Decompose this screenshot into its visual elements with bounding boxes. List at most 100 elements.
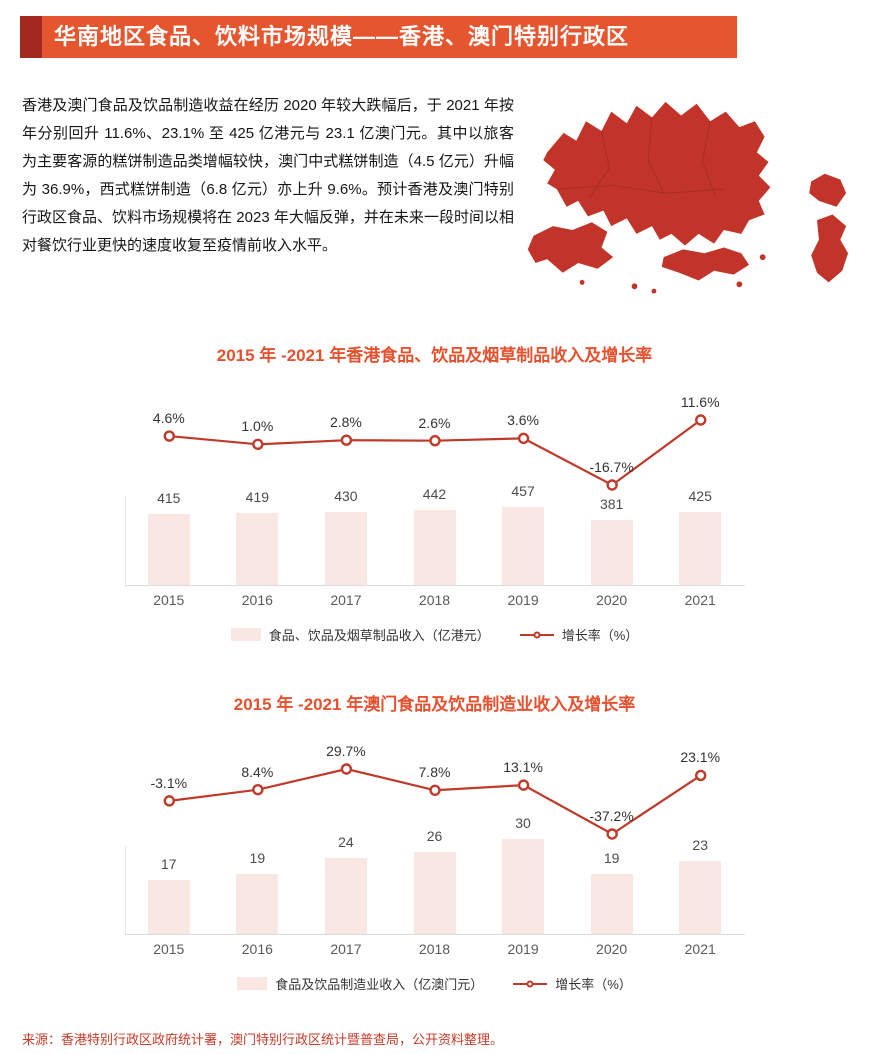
revenue-bar xyxy=(413,851,456,934)
bar-value-label: 30 xyxy=(515,815,531,831)
revenue-bar xyxy=(147,514,190,585)
header-accent-square xyxy=(20,16,42,58)
legend-bar-swatch xyxy=(237,977,268,990)
chart-title: 2015 年 -2021 年香港食品、饮品及烟草制品收入及增长率 xyxy=(216,346,653,365)
revenue-bar xyxy=(679,512,722,585)
x-axis-label: 2019 xyxy=(507,592,539,608)
growth-point-marker xyxy=(428,434,441,447)
growth-point-label: 29.7% xyxy=(326,743,366,759)
x-axis-label: 2021 xyxy=(684,592,716,608)
legend-item: 食品及饮品制造业收入（亿澳门元） xyxy=(237,974,483,993)
x-axis-label: 2019 xyxy=(507,941,539,957)
growth-point-marker xyxy=(694,769,706,782)
section-header: 华南地区食品、饮料市场规模——香港、澳门特别行政区 xyxy=(0,0,869,58)
growth-point-label: 8.4% xyxy=(241,763,274,780)
y-axis xyxy=(124,497,126,585)
growth-point-label: 4.6% xyxy=(152,410,185,427)
revenue-bar xyxy=(502,839,545,934)
growth-point-marker xyxy=(694,414,706,426)
legend-line-dot xyxy=(533,631,541,638)
legend-label: 食品及饮品制造业收入（亿澳门元） xyxy=(275,977,484,992)
bar-value-label: 442 xyxy=(422,485,447,502)
legend-line-dot xyxy=(526,980,534,987)
y-axis xyxy=(124,846,126,934)
bar-value-label: 425 xyxy=(688,488,712,505)
legend-item: 食品、饮品及烟草制品收入（亿港元） xyxy=(230,625,490,644)
x-axis xyxy=(124,934,745,935)
revenue-bar xyxy=(502,507,545,585)
legend-item: 增长率（%） xyxy=(513,974,632,993)
growth-point-marker xyxy=(251,438,264,451)
growth-point-label: -3.1% xyxy=(150,774,188,791)
growth-point-label: 2.8% xyxy=(329,414,362,431)
x-axis-label: 2016 xyxy=(241,941,273,957)
growth-point-marker xyxy=(605,479,618,491)
bar-value-label: 19 xyxy=(603,849,620,866)
revenue-bar xyxy=(413,509,456,585)
macau-revenue-chart: 2015 年 -2021 年澳门食品及饮品制造业收入及增长率 17 2015 -3.… xyxy=(0,690,869,993)
legend-line-marker xyxy=(519,631,554,638)
x-axis-label: 2018 xyxy=(418,592,451,608)
chart-plot: 17 2015 -3.1% 19 2016 8.4% 24 2017 29.7% 26 2018 7.… xyxy=(124,729,745,964)
x-axis-label: 2015 xyxy=(153,941,185,957)
legend-label: 增长率（%） xyxy=(555,977,632,992)
chart-plot: 415 2015 4.6% 419 2016 1.0% 430 2017 2.8% 442 2018… xyxy=(124,380,745,615)
growth-point-marker xyxy=(605,828,618,840)
bar-value-label: 457 xyxy=(511,483,535,499)
intro-section: 香港及澳门食品及饮品制造收益在经历 2020 年较大跌幅后，于 2021 年按年… xyxy=(0,58,869,301)
bar-value-label: 419 xyxy=(245,489,270,506)
growth-point-marker xyxy=(163,795,175,807)
bar-value-label: 24 xyxy=(338,834,354,850)
bar-value-label: 430 xyxy=(334,487,358,504)
growth-point-label: 7.8% xyxy=(418,764,451,781)
growth-point-marker xyxy=(251,783,264,796)
bar-value-label: 415 xyxy=(157,490,181,507)
bar-value-label: 23 xyxy=(692,837,708,854)
x-axis-label: 2020 xyxy=(596,941,628,957)
legend-item: 增长率（%） xyxy=(519,625,639,644)
x-axis-label: 2021 xyxy=(684,941,716,957)
legend-label: 食品、饮品及烟草制品收入（亿港元） xyxy=(268,628,490,643)
bar-value-label: 381 xyxy=(599,495,624,512)
intro-paragraph: 香港及澳门食品及饮品制造收益在经历 2020 年较大跌幅后，于 2021 年按年… xyxy=(22,97,514,254)
legend-label: 增长率（%） xyxy=(561,628,639,643)
chart-legend: 食品、饮品及烟草制品收入（亿港元） 增长率（%） xyxy=(0,625,869,644)
growth-point-label: 11.6% xyxy=(680,394,720,410)
page-title: 华南地区食品、饮料市场规模——香港、澳门特别行政区 xyxy=(54,24,630,49)
source-note: 来源：香港特别行政区政府统计署，澳门特别行政区统计暨普查局，公开资料整理。 xyxy=(22,1032,504,1047)
growth-point-marker xyxy=(163,430,175,442)
chart-legend: 食品及饮品制造业收入（亿澳门元） 增长率（%） xyxy=(0,974,869,993)
revenue-bar xyxy=(324,858,367,934)
growth-point-label: 13.1% xyxy=(503,759,543,776)
growth-point-label: 2.6% xyxy=(418,414,451,431)
x-axis-label: 2016 xyxy=(241,592,273,608)
page-footer: 来源：香港特别行政区政府统计署，澳门特别行政区统计暨普查局，公开资料整理。 xyxy=(0,1029,869,1048)
revenue-bar xyxy=(590,519,633,585)
growth-point-label: 3.6% xyxy=(507,412,540,429)
growth-point-marker xyxy=(340,434,352,446)
growth-point-marker xyxy=(517,432,529,445)
growth-point-label: -37.2% xyxy=(589,808,634,824)
legend-line-marker xyxy=(513,980,548,987)
legend-bar-swatch xyxy=(230,628,261,641)
x-axis-label: 2017 xyxy=(330,941,362,957)
revenue-bar xyxy=(147,880,190,934)
growth-point-label: 1.0% xyxy=(241,418,274,435)
growth-point-marker xyxy=(428,784,441,796)
revenue-bar xyxy=(236,513,279,585)
x-axis-label: 2020 xyxy=(596,592,628,608)
revenue-bar xyxy=(324,511,367,585)
growth-point-label: -16.7% xyxy=(589,459,634,475)
growth-point-marker xyxy=(517,779,529,791)
hongkong-revenue-chart: 2015 年 -2021 年香港食品、饮品及烟草制品收入及增长率 415 2015… xyxy=(0,341,869,644)
growth-point-label: 23.1% xyxy=(680,749,721,766)
x-axis-label: 2018 xyxy=(418,941,451,957)
x-axis-label: 2015 xyxy=(153,592,185,608)
bar-value-label: 19 xyxy=(249,849,266,866)
revenue-bar xyxy=(679,861,722,934)
revenue-bar xyxy=(590,873,633,934)
map-illustration xyxy=(527,101,848,294)
growth-point-marker xyxy=(340,763,352,775)
section-title-banner: 华南地区食品、饮料市场规模——香港、澳门特别行政区 xyxy=(42,16,737,58)
